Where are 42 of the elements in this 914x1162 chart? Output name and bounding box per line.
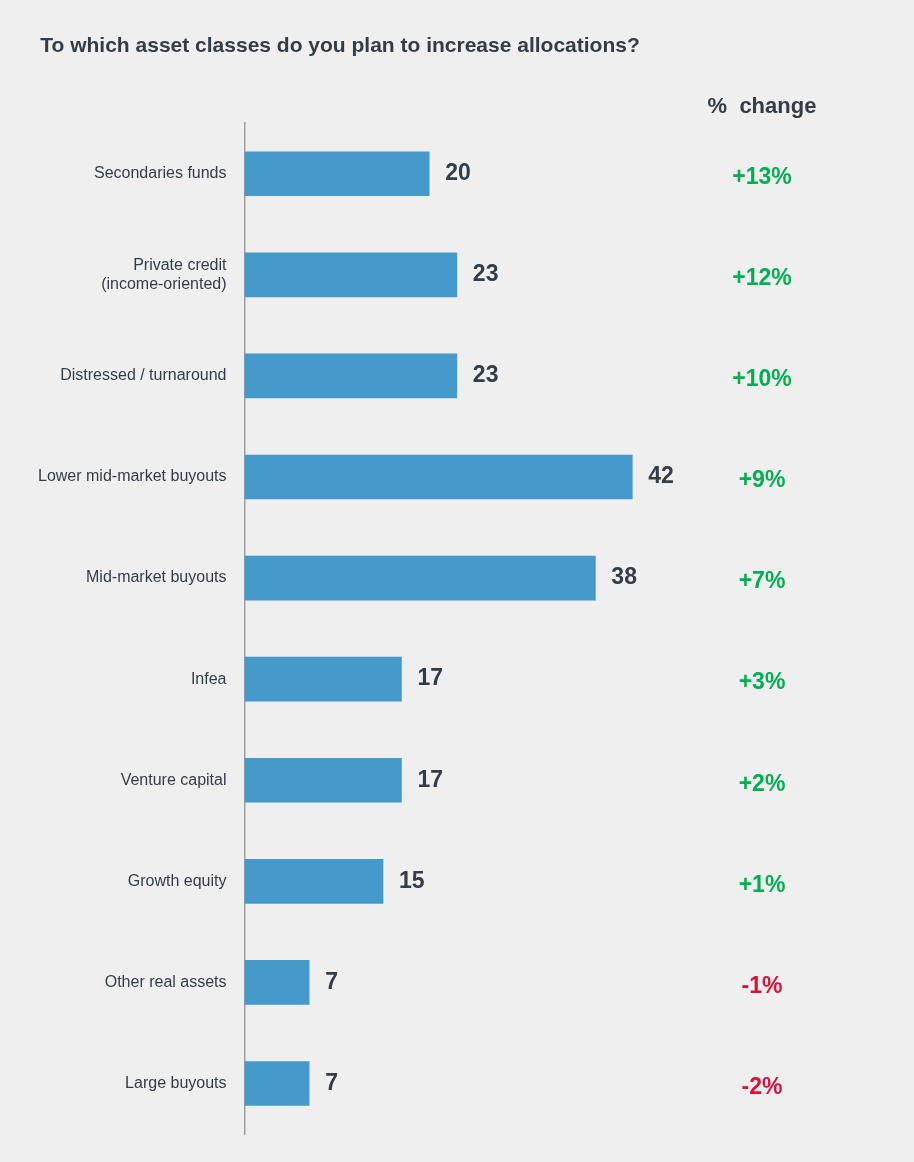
text: +3% bbox=[738, 668, 786, 695]
y-tick-label: Private credit (income-oriented) bbox=[101, 255, 228, 292]
text: +7% bbox=[738, 567, 786, 594]
data-label: 20 bbox=[445, 159, 471, 186]
y-tick-label: Lower mid-market buyouts bbox=[38, 467, 227, 485]
text: -2% bbox=[741, 1072, 783, 1099]
data-label: 23 bbox=[472, 260, 499, 287]
bar bbox=[244, 151, 430, 197]
text: +2% bbox=[738, 769, 786, 796]
data-label: 7 bbox=[325, 1068, 338, 1095]
y-tick-label: Infea bbox=[190, 669, 227, 687]
y-tick-label: Mid-market buyouts bbox=[86, 568, 227, 586]
bar bbox=[244, 858, 384, 904]
data-label: 17 bbox=[417, 765, 444, 792]
bar bbox=[244, 353, 458, 399]
y-tick-label: Large buyouts bbox=[125, 1073, 227, 1091]
bar bbox=[244, 656, 402, 702]
text: +1% bbox=[738, 870, 786, 897]
text: +13% bbox=[732, 163, 792, 190]
y-tick-label: Growth equity bbox=[127, 871, 227, 889]
text: % change bbox=[707, 93, 817, 119]
data-label: 42 bbox=[648, 462, 674, 489]
text: +12% bbox=[732, 264, 792, 291]
bar bbox=[244, 252, 458, 298]
text: +9% bbox=[738, 466, 786, 493]
text: +10% bbox=[732, 365, 792, 392]
bar bbox=[244, 555, 596, 601]
y-tick-label: Other real assets bbox=[104, 972, 227, 990]
data-label: 15 bbox=[399, 866, 425, 893]
chart-title: To which asset classes do you plan to increase allocations? bbox=[40, 33, 640, 57]
data-label: 7 bbox=[325, 967, 338, 994]
y-tick-label: Secondaries funds bbox=[93, 164, 227, 182]
bar bbox=[244, 1061, 310, 1106]
data-label: 17 bbox=[417, 664, 444, 691]
bar bbox=[244, 960, 310, 1005]
text: -1% bbox=[741, 971, 783, 998]
data-label: 23 bbox=[472, 361, 499, 388]
bar bbox=[244, 454, 633, 500]
bar bbox=[244, 757, 402, 803]
data-label: 38 bbox=[611, 563, 638, 590]
y-tick-label: Distressed / turnaround bbox=[60, 366, 227, 384]
y-tick-label: Venture capital bbox=[120, 770, 227, 788]
